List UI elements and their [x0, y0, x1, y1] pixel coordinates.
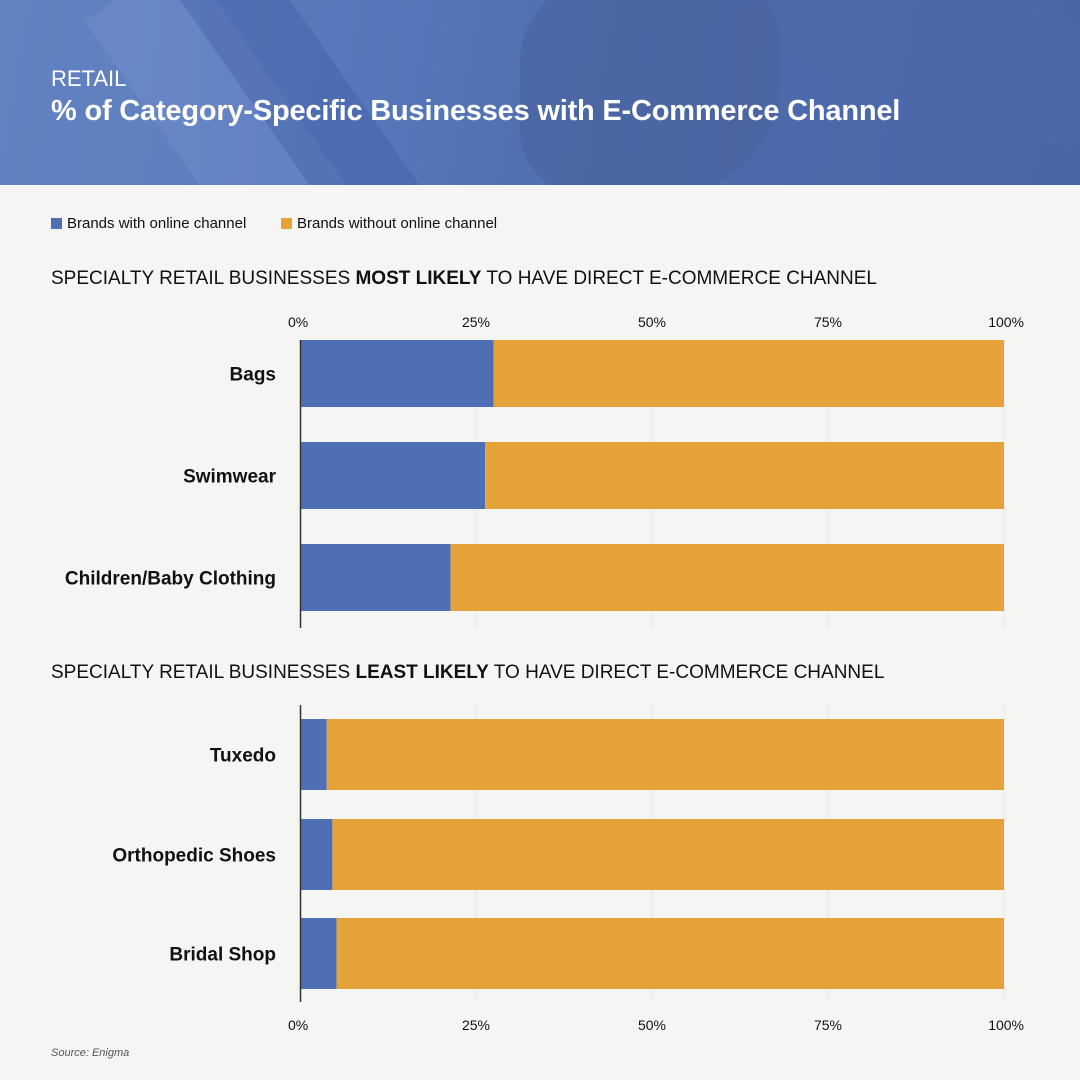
category-label: Swimwear	[183, 467, 277, 488]
category-label: Tuxedo	[210, 746, 276, 767]
bar-segment-without-online	[450, 544, 1004, 611]
bar-segment-without-online	[332, 819, 1004, 890]
bar-segment-without-online	[485, 442, 1005, 509]
bar-segment-with-online	[300, 719, 327, 790]
banner-background-shape	[0, 0, 200, 185]
banner-background-shape	[520, 0, 780, 185]
header-subtitle: RETAIL	[51, 66, 127, 91]
bar-segment-with-online	[300, 340, 494, 407]
category-label: Children/Baby Clothing	[65, 569, 276, 590]
section-title-prefix: SPECIALTY RETAIL BUSINESSES	[51, 268, 356, 289]
category-label: Bridal Shop	[169, 945, 276, 966]
tick-label: 100%	[988, 1017, 1024, 1033]
bar-segment-with-online	[300, 819, 333, 890]
tick-label: 75%	[814, 314, 842, 330]
bar-segment-with-online	[300, 918, 337, 989]
tick-label: 50%	[638, 314, 666, 330]
tick-label: 25%	[462, 1017, 490, 1033]
tick-label: 100%	[988, 314, 1024, 330]
category-label: Orthopedic Shoes	[112, 846, 276, 867]
section-title-emphasis: LEAST LIKELY	[355, 662, 489, 683]
section-title-prefix: SPECIALTY RETAIL BUSINESSES	[51, 662, 356, 683]
legend-label-without-online: Brands without online channel	[297, 215, 498, 232]
section-title-most-likely: SPECIALTY RETAIL BUSINESSES MOST LIKELY …	[51, 268, 877, 290]
section-title-suffix: TO HAVE DIRECT E-COMMERCE CHANNEL	[488, 662, 885, 683]
bar-segment-without-online	[336, 918, 1004, 989]
source-note: Source: Enigma	[51, 1047, 130, 1059]
category-label: Bags	[230, 365, 276, 386]
bar-segment-with-online	[300, 544, 451, 611]
legend-item-with-online: Brands with online channel	[51, 215, 246, 232]
tick-label: 0%	[288, 314, 308, 330]
legend-item-without-online: Brands without online channel	[281, 215, 497, 232]
page-title: % of Category-Specific Businesses with E…	[51, 95, 901, 127]
tick-label: 0%	[288, 1017, 308, 1033]
legend-label-with-online: Brands with online channel	[67, 215, 247, 232]
tick-label: 25%	[462, 314, 490, 330]
tick-label: 75%	[814, 1017, 842, 1033]
header-banner: RETAIL % of Category-Specific Businesses…	[0, 0, 1080, 185]
legend-swatch-without-online	[281, 217, 292, 229]
bar-segment-with-online	[300, 442, 486, 509]
bar-segment-without-online	[326, 719, 1004, 790]
bar-segment-without-online	[493, 340, 1004, 407]
legend-swatch-with-online	[51, 217, 62, 229]
section-title-least-likely: SPECIALTY RETAIL BUSINESSES LEAST LIKELY…	[51, 662, 884, 684]
section-title-emphasis: MOST LIKELY	[355, 268, 482, 289]
section-title-suffix: TO HAVE DIRECT E-COMMERCE CHANNEL	[481, 268, 877, 289]
tick-label: 50%	[638, 1017, 666, 1033]
